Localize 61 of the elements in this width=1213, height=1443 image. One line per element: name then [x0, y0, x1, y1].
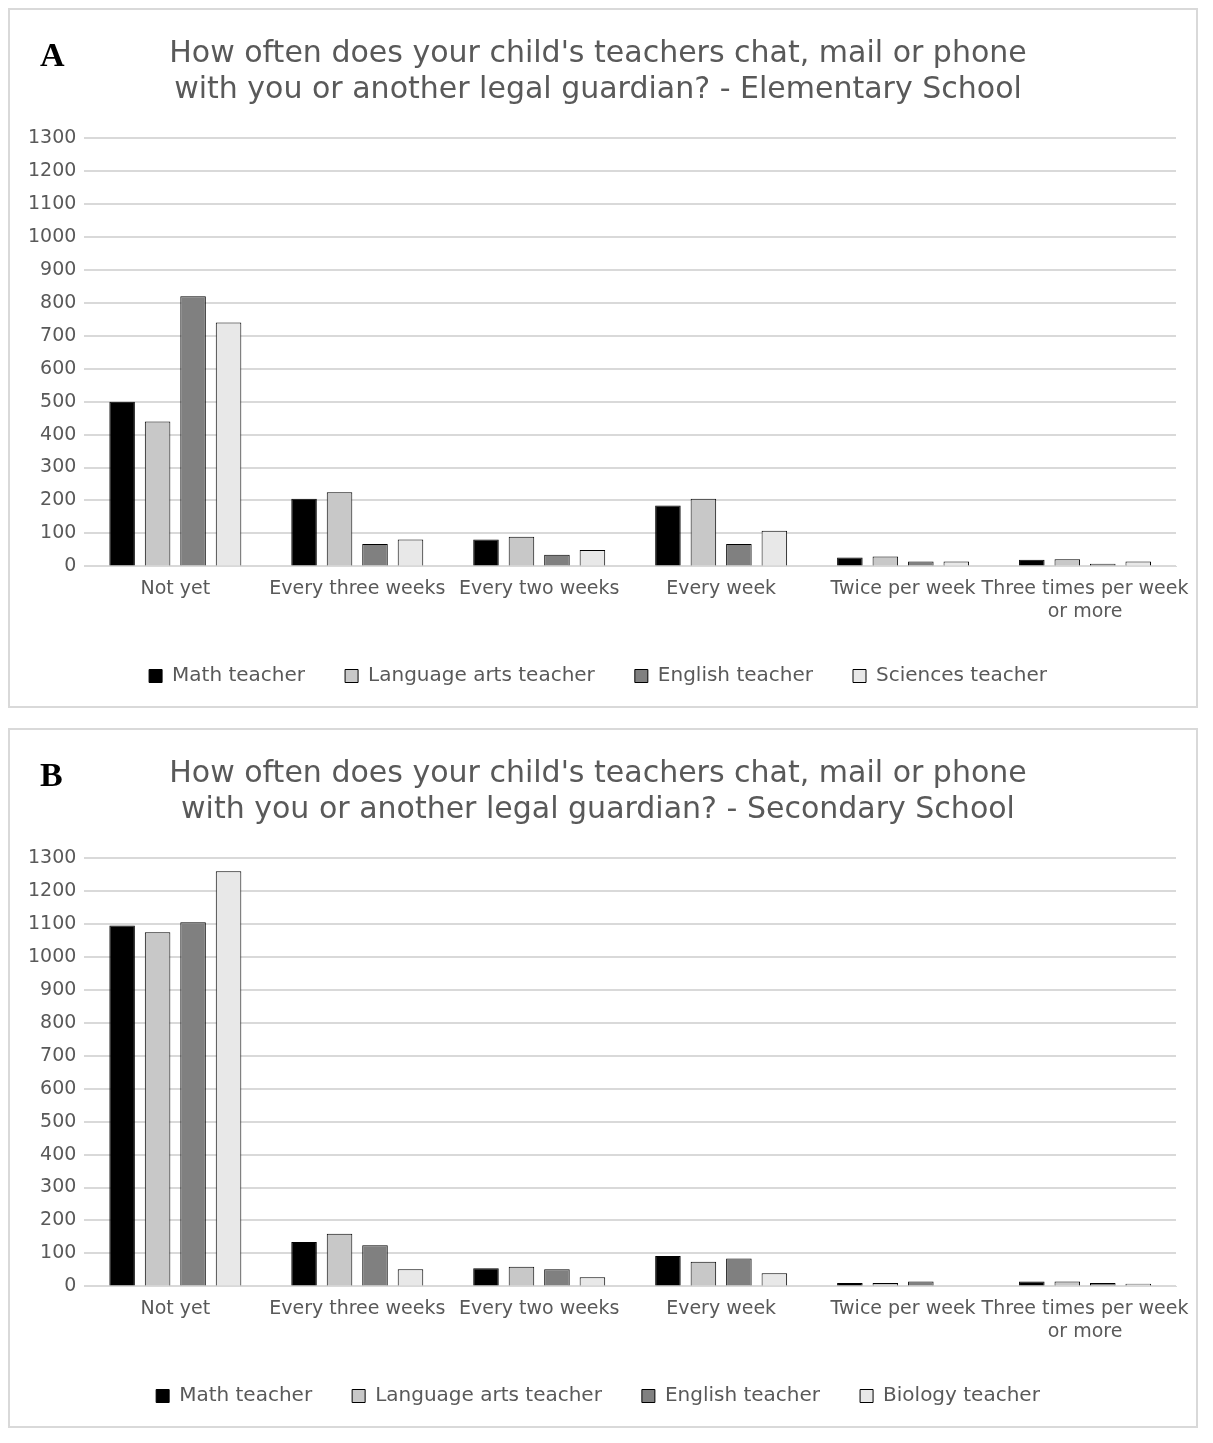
legend-label: Sciences teacher [876, 662, 1048, 687]
legend-label: Language arts teacher [368, 662, 596, 687]
y-tick-label: 900 [40, 976, 77, 999]
y-tick-label: 100 [40, 520, 77, 543]
x-tick-label: Not yet [140, 1295, 211, 1318]
y-tick-label: 300 [40, 1174, 77, 1197]
bar [655, 1256, 681, 1286]
y-tick-label: 800 [40, 289, 77, 312]
x-tick-label: Twice per week [829, 1295, 976, 1318]
legend-label: English teacher [664, 1382, 821, 1407]
y-tick-label: 600 [40, 1075, 77, 1098]
legend-label: Math teacher [172, 662, 306, 687]
y-tick-label: 100 [40, 1240, 77, 1263]
y-tick-label: 1100 [27, 910, 77, 933]
legend-label: Math teacher [179, 1382, 313, 1407]
text: B [40, 755, 63, 793]
y-tick-label: 400 [40, 421, 77, 444]
y-tick-label: 600 [40, 355, 77, 378]
y-tick-label: 0 [64, 1273, 77, 1296]
x-tick-label: Every week [666, 575, 777, 598]
x-tick-label: Every three weeks [269, 575, 446, 598]
y-tick-label: 1100 [27, 190, 77, 213]
chart-title: How often does your child's teachers chat, mail or phone with you or another legal guardian? - Elementary School [169, 33, 1027, 105]
y-tick-label: 200 [40, 1207, 77, 1230]
y-tick-label: 400 [40, 1141, 77, 1164]
x-tick-label: Every two weeks [458, 575, 620, 598]
y-tick-label: 1200 [27, 877, 77, 900]
y-tick-label: 1300 [27, 844, 77, 867]
bar [655, 505, 681, 566]
y-tick-label: 800 [40, 1009, 77, 1032]
y-tick-label: 300 [40, 454, 77, 477]
x-tick-label: Every week [666, 1295, 777, 1318]
bar [473, 539, 499, 566]
x-tick-label: Three times per week or more [980, 1295, 1189, 1341]
legend-label: Biology teacher [883, 1382, 1041, 1407]
bar [1019, 1281, 1045, 1286]
y-tick-label: 1000 [27, 223, 77, 246]
y-tick-label: 700 [40, 322, 77, 345]
y-tick-label: 1300 [27, 124, 77, 147]
y-tick-label: 500 [40, 1108, 77, 1131]
bar [109, 925, 135, 1286]
x-tick-label: Twice per week [829, 575, 976, 598]
text: A [40, 35, 65, 73]
y-tick-label: 500 [40, 388, 77, 411]
y-tick-label: 0 [64, 553, 77, 576]
y-tick-label: 200 [40, 487, 77, 510]
bar [109, 401, 135, 566]
y-tick-label: 700 [40, 1042, 77, 1065]
x-tick-label: Three times per week or more [980, 575, 1189, 621]
legend-label: English teacher [657, 662, 814, 687]
y-tick-label: 1200 [27, 157, 77, 180]
y-tick-label: 900 [40, 256, 77, 279]
chart-title: How often does your child's teachers chat, mail or phone with you or another legal guardian? - Secondary School [169, 753, 1027, 825]
bar [473, 1268, 499, 1286]
y-tick-label: 1000 [27, 943, 77, 966]
legend-label: Language arts teacher [375, 1382, 603, 1407]
x-tick-label: Not yet [140, 575, 211, 598]
x-tick-label: Every three weeks [269, 1295, 446, 1318]
x-tick-label: Every two weeks [458, 1295, 620, 1318]
bar [291, 1241, 317, 1286]
bar [291, 498, 317, 566]
